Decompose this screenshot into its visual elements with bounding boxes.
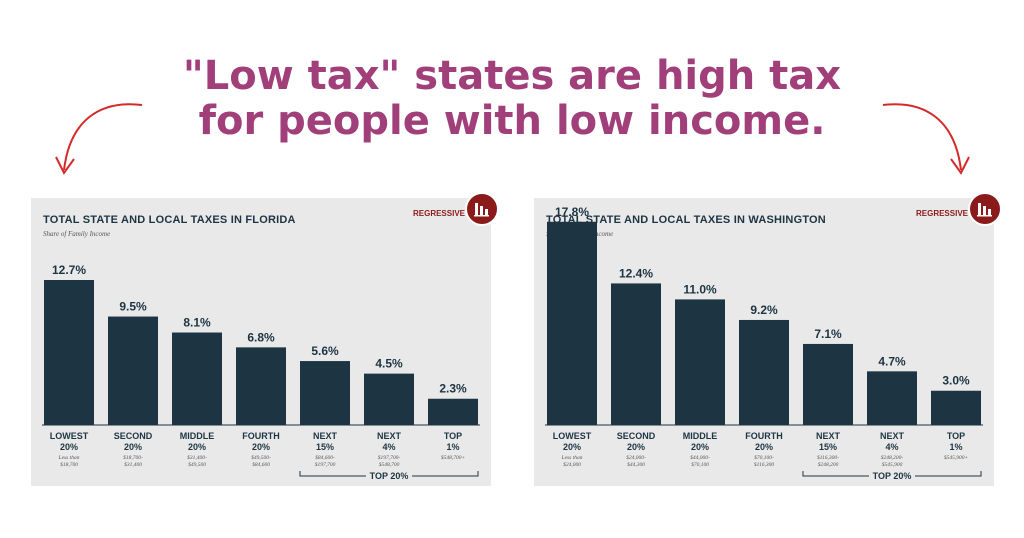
share-label: 20% bbox=[252, 442, 270, 452]
range-label: $197,700-$548,700 bbox=[378, 454, 401, 468]
share-label: 1% bbox=[446, 442, 459, 452]
tick-label: MIDDLE bbox=[683, 431, 718, 441]
tick-label: NEXT bbox=[816, 431, 841, 441]
headline: "Low tax" states are high tax for people… bbox=[0, 54, 1024, 144]
headline-line-2: for people with low income. bbox=[198, 98, 826, 144]
share-label: 15% bbox=[316, 442, 334, 452]
tick-label: MIDDLE bbox=[180, 431, 215, 441]
headline-line-1: "Low tax" states are high tax bbox=[182, 53, 842, 99]
tick-label: NEXT bbox=[313, 431, 338, 441]
share-label: 4% bbox=[885, 442, 898, 452]
share-label: 15% bbox=[819, 442, 837, 452]
bar bbox=[931, 390, 981, 425]
range-label: Less than $18,700 bbox=[58, 455, 80, 468]
regressive-label: REGRESSIVE bbox=[412, 209, 465, 218]
range-label: Less than $24,000 bbox=[561, 455, 583, 468]
data-label: 17.8% bbox=[555, 205, 589, 219]
tick-label: SECOND bbox=[617, 431, 656, 441]
bar bbox=[44, 280, 94, 425]
range-label: $548,700+ bbox=[441, 454, 466, 461]
share-label: 20% bbox=[124, 442, 142, 452]
share-label: 4% bbox=[382, 442, 395, 452]
chart-title: TOTAL STATE AND LOCAL TAXES IN FLORIDA bbox=[43, 214, 296, 226]
bar bbox=[803, 343, 853, 425]
data-label: 9.5% bbox=[119, 300, 147, 314]
data-label: 4.7% bbox=[878, 354, 906, 368]
regressive-badge-icon bbox=[465, 192, 499, 226]
bar bbox=[172, 332, 222, 425]
range-label: $18,700-$31,400 bbox=[123, 454, 143, 468]
regressive-label: REGRESSIVE bbox=[915, 209, 968, 218]
data-label: 9.2% bbox=[750, 303, 778, 317]
chart-subtitle: Share of Family Income bbox=[43, 230, 111, 238]
bar bbox=[236, 347, 286, 425]
florida-chart-panel: TOTAL STATE AND LOCAL TAXES IN FLORIDA S… bbox=[31, 192, 499, 486]
bar bbox=[108, 316, 158, 425]
tick-label: LOWEST bbox=[50, 431, 89, 441]
data-label: 12.4% bbox=[619, 266, 653, 280]
tick-label: NEXT bbox=[880, 431, 905, 441]
chart-title: TOTAL STATE AND LOCAL TAXES IN WASHINGTO… bbox=[546, 214, 826, 226]
share-label: 20% bbox=[691, 442, 709, 452]
share-label: 20% bbox=[627, 442, 645, 452]
tick-label: SECOND bbox=[114, 431, 153, 441]
regressive-badge-icon bbox=[968, 192, 1002, 226]
range-label: $70,100-$116,300 bbox=[754, 454, 774, 468]
range-label: $248,200-$545,900 bbox=[881, 454, 904, 468]
data-label: 12.7% bbox=[52, 263, 86, 277]
group-bracket bbox=[802, 471, 982, 477]
bar bbox=[611, 283, 661, 425]
share-label: 20% bbox=[563, 442, 581, 452]
range-label: $49,500-$84,600 bbox=[251, 454, 271, 468]
range-label: $44,000-$70,100 bbox=[690, 454, 710, 468]
data-label: 7.1% bbox=[814, 327, 842, 341]
data-label: 8.1% bbox=[183, 316, 211, 330]
tick-label: TOP bbox=[947, 431, 965, 441]
range-label: $545,900+ bbox=[944, 454, 969, 461]
share-label: 20% bbox=[755, 442, 773, 452]
bar bbox=[739, 319, 789, 425]
data-label: 11.0% bbox=[683, 282, 717, 296]
curved-arrow-icon bbox=[882, 103, 970, 175]
data-label: 2.3% bbox=[439, 382, 467, 396]
range-label: $84,600-$197,700 bbox=[315, 454, 336, 468]
bar bbox=[547, 221, 597, 425]
data-label: 6.8% bbox=[247, 330, 275, 344]
group-label: TOP 20% bbox=[370, 471, 409, 481]
group-label: TOP 20% bbox=[873, 471, 912, 481]
group-bracket bbox=[299, 471, 479, 477]
curved-arrow-icon bbox=[55, 103, 143, 175]
bar bbox=[675, 299, 725, 425]
bar bbox=[300, 361, 350, 425]
range-label: $31,400-$49,500 bbox=[187, 454, 207, 468]
tick-label: TOP bbox=[444, 431, 462, 441]
tick-label: FOURTH bbox=[242, 431, 280, 441]
tick-label: LOWEST bbox=[553, 431, 592, 441]
bar bbox=[867, 371, 917, 425]
bar bbox=[428, 398, 478, 425]
washington-chart-panel: TOTAL STATE AND LOCAL TAXES IN WASHINGTO… bbox=[534, 192, 1002, 486]
data-label: 3.0% bbox=[942, 374, 970, 388]
share-label: 20% bbox=[60, 442, 78, 452]
range-label: $116,300-$248,200 bbox=[817, 454, 839, 468]
bar bbox=[364, 373, 414, 425]
tick-label: FOURTH bbox=[745, 431, 783, 441]
share-label: 20% bbox=[188, 442, 206, 452]
tick-label: NEXT bbox=[377, 431, 402, 441]
data-label: 4.5% bbox=[375, 357, 403, 371]
range-label: $24,000-$44,300 bbox=[626, 454, 646, 468]
data-label: 5.6% bbox=[311, 344, 339, 358]
share-label: 1% bbox=[949, 442, 962, 452]
